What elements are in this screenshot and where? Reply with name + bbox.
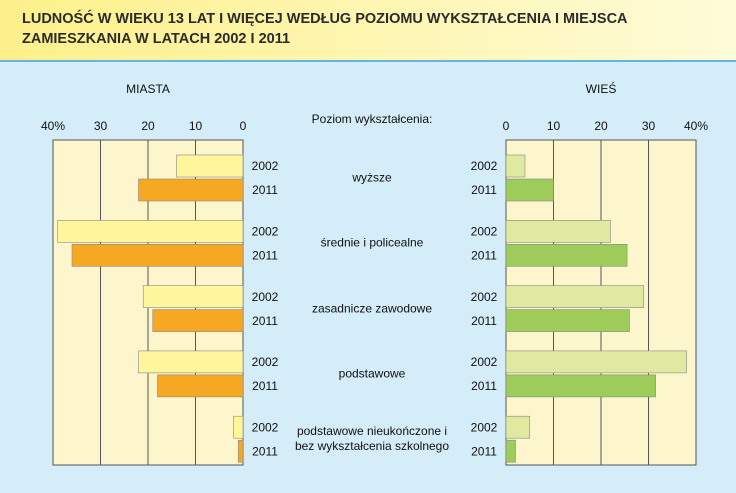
bar — [505, 309, 630, 332]
x-tick-label: 0 — [240, 119, 247, 133]
series-label: 2002 — [252, 355, 279, 369]
series-label: 2002 — [471, 420, 498, 434]
bar — [142, 285, 244, 308]
series-label: 2002 — [252, 224, 279, 238]
series-label: 2011 — [471, 183, 497, 197]
series-label: 2011 — [471, 444, 497, 458]
title-band: LUDNOŚĆ W WIEKU 13 LAT I WIĘCEJ WEDŁUG P… — [0, 0, 736, 62]
series-label: 2002 — [471, 290, 498, 304]
bar — [505, 178, 554, 202]
chart-title: LUDNOŚĆ W WIEKU 13 LAT I WIĘCEJ WEDŁUG P… — [22, 11, 627, 47]
series-label: 2011 — [252, 379, 278, 393]
series-label: 2011 — [252, 444, 278, 458]
bar — [157, 374, 244, 398]
bar — [505, 415, 531, 439]
series-label: 2011 — [252, 248, 278, 262]
bar — [505, 220, 611, 243]
bar — [505, 374, 656, 398]
category-label: zasadnicze zawodowe — [311, 301, 433, 316]
bar — [505, 350, 687, 374]
bar — [152, 309, 244, 332]
series-label: 2011 — [252, 183, 278, 197]
series-label: 2002 — [471, 224, 498, 238]
x-tick-label: 20 — [141, 119, 155, 133]
series-label: 2011 — [471, 314, 497, 328]
category-label: średnie i policealne — [320, 235, 424, 250]
series-label: 2002 — [252, 420, 279, 434]
category-label: podstawowe nieukończone i bez wykształce… — [294, 424, 450, 454]
x-tick-label: 10 — [189, 119, 203, 133]
series-label: 2011 — [471, 248, 497, 262]
category-axis-label: Poziom wykształcenia: — [312, 112, 433, 126]
bar — [505, 154, 526, 178]
bar — [505, 285, 645, 308]
bar — [505, 244, 628, 267]
x-tick-label: 10 — [547, 119, 561, 133]
bar — [138, 350, 244, 374]
panel-title: WIEŚ — [586, 81, 617, 96]
x-tick-label: 40% — [684, 119, 708, 133]
bar — [505, 439, 516, 463]
x-tick-label: 40% — [41, 119, 65, 133]
panel-title: MIASTA — [126, 82, 170, 96]
bar — [176, 154, 244, 178]
x-tick-label: 30 — [94, 119, 108, 133]
category-label: podstawowe — [338, 366, 406, 381]
bar — [233, 415, 244, 439]
bar — [57, 220, 244, 243]
series-label: 2002 — [252, 159, 279, 173]
series-label: 2011 — [471, 379, 497, 393]
x-tick-label: 20 — [594, 119, 608, 133]
series-label: 2011 — [252, 314, 278, 328]
x-tick-label: 30 — [642, 119, 656, 133]
series-label: 2002 — [252, 290, 279, 304]
bar — [138, 178, 244, 202]
series-label: 2002 — [471, 159, 498, 173]
series-label: 2002 — [471, 355, 498, 369]
x-tick-label: 0 — [503, 119, 510, 133]
category-label: wyższe — [352, 170, 392, 185]
bar — [237, 439, 244, 463]
bar — [71, 244, 244, 267]
